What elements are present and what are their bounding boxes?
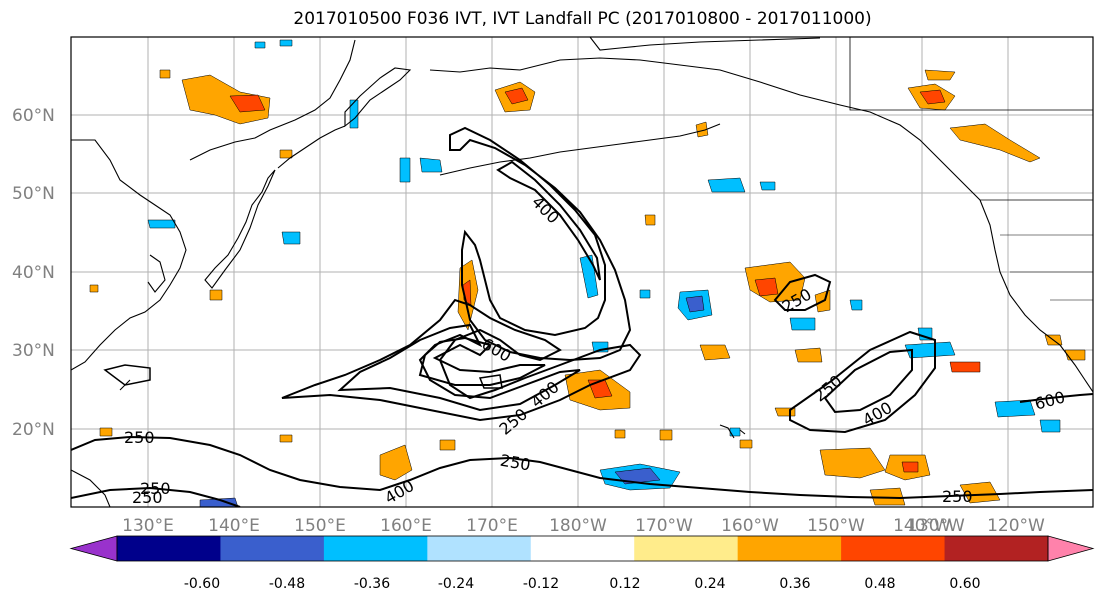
map-frame [70, 36, 1094, 508]
colorbar-tick-label: -0.12 [523, 576, 559, 592]
lon-tick-label: 160°E [380, 516, 432, 536]
colorbar-tick-label: -0.48 [269, 576, 305, 592]
colorbar-swatch [220, 536, 325, 561]
colorbar-swatch [737, 536, 842, 561]
lon-tick-label: 160°W [721, 516, 779, 536]
lon-tick-label: 170°E [466, 516, 518, 536]
colorbar-tick-label: -0.60 [184, 576, 220, 592]
lon-tick-label: 140°E [208, 516, 260, 536]
lon-tick-label: 150°E [294, 516, 346, 536]
negative-anomaly-shading [147, 39, 1061, 507]
contour-label: 250 [140, 479, 171, 498]
colorbar-swatch [530, 536, 635, 561]
lon-tick-label: 180°W [549, 516, 607, 536]
colorbar-swatch [841, 536, 946, 561]
colorbar-swatch [944, 536, 1049, 561]
colorbar-tick-label: 0.36 [779, 576, 810, 592]
lon-tick-label: 150°W [807, 516, 865, 536]
colorbar-swatch [634, 536, 739, 561]
colorbar-tick-label: 0.60 [949, 576, 980, 592]
map-title: 2017010500 F036 IVT, IVT Landfall PC (20… [293, 9, 872, 29]
lat-tick-label: 40°N [12, 263, 55, 283]
lon-tick-label: 140°W [893, 516, 951, 536]
gridlines [71, 37, 1093, 507]
lon-tick-label: 120°W [987, 516, 1045, 536]
ivt-contours [71, 126, 1093, 507]
longitude-axis: 130°E 140°E 150°E 160°E 170°E 180°W 170°… [122, 516, 1045, 536]
colorbar-tick-label: 0.48 [864, 576, 895, 592]
lon-tick-label: 170°W [635, 516, 693, 536]
contour-label: 250 [124, 428, 155, 447]
colorbar [69, 535, 1095, 562]
latitude-axis: 60°N 50°N 40°N 30°N 20°N [12, 106, 55, 440]
colorbar-extend-high [1047, 535, 1095, 562]
colorbar-swatch [427, 536, 532, 561]
coastlines [71, 37, 1093, 507]
contour-label: 250 [132, 488, 163, 507]
colorbar-tick-label: 0.24 [694, 576, 725, 592]
colorbar-border [116, 535, 1049, 562]
colorbar-swatch [323, 536, 428, 561]
colorbar-ticks: -0.60 -0.48 -0.36 -0.24 -0.12 0.12 0.24 0.36 0.4… [184, 576, 981, 592]
lat-tick-label: 60°N [12, 106, 55, 126]
lat-tick-label: 20°N [12, 420, 55, 440]
colorbar-extend-low [69, 535, 118, 562]
colorbar-tick-label: -0.36 [354, 576, 390, 592]
colorbar-tick-label: 0.12 [609, 576, 640, 592]
colorbar-tick-label: -0.24 [438, 576, 474, 592]
lon-tick-label: 130°W [907, 516, 965, 536]
contour-label: 250 [942, 487, 973, 506]
lat-tick-label: 50°N [12, 184, 55, 204]
lon-tick-label: 130°E [122, 516, 174, 536]
lat-tick-label: 30°N [12, 341, 55, 361]
colorbar-swatch [117, 536, 221, 561]
